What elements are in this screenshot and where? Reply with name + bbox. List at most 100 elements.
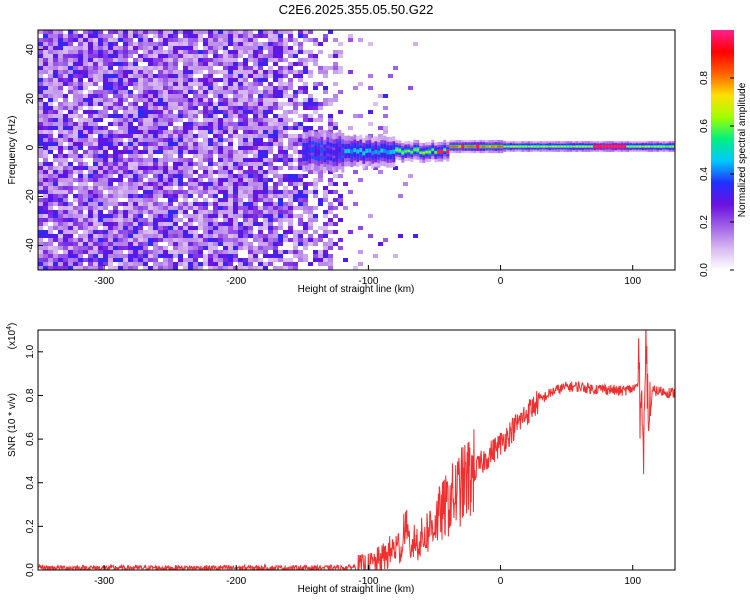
heatmap-cell — [193, 214, 198, 218]
heatmap-cell — [263, 150, 268, 154]
heatmap-cell — [203, 82, 208, 86]
heatmap-cell — [68, 266, 73, 270]
heatmap-cell — [278, 218, 283, 222]
heatmap-cell — [278, 66, 283, 70]
heatmap-cell — [253, 138, 258, 142]
heatmap-cell — [113, 198, 118, 202]
heatmap-cell — [183, 110, 188, 114]
heatmap-cell — [98, 46, 103, 50]
heatmap-cell — [38, 130, 43, 134]
signal-cell — [509, 145, 513, 148]
heatmap-cell — [43, 82, 48, 86]
heatmap-cell — [188, 190, 193, 194]
heatmap-cell — [163, 34, 168, 38]
heatmap-cell — [203, 74, 208, 78]
heatmap-cell — [43, 194, 48, 198]
heatmap-cell — [258, 70, 263, 74]
heatmap-cell — [143, 262, 148, 266]
heatmap-cell — [318, 82, 323, 86]
heatmap-cell — [263, 262, 268, 266]
heatmap-cell — [218, 238, 223, 242]
heatmap-cell — [53, 246, 58, 250]
heatmap-cell — [163, 194, 168, 198]
heatmap-cell — [43, 66, 48, 70]
heatmap-cell — [313, 254, 318, 258]
heatmap-cell — [263, 30, 268, 34]
heatmap-cell — [88, 174, 93, 178]
heatmap-cell — [123, 174, 128, 178]
heatmap-cell — [313, 118, 318, 122]
heatmap-cell — [243, 202, 248, 206]
heatmap-cell — [143, 246, 148, 250]
heatmap-cell — [213, 254, 218, 258]
heatmap-cell — [38, 182, 43, 186]
heatmap-cell — [93, 178, 98, 182]
heatmap-cell — [53, 78, 58, 82]
heatmap-cell — [168, 58, 173, 62]
heatmap-cell — [143, 170, 148, 174]
heatmap-cell — [103, 130, 108, 134]
heatmap-cell — [73, 102, 78, 106]
heatmap-cell — [118, 130, 123, 134]
heatmap-cell — [158, 78, 163, 82]
heatmap-cell — [238, 142, 243, 146]
signal-cell — [626, 145, 630, 148]
heatmap-cell — [233, 102, 238, 106]
heatmap-cell — [183, 114, 188, 118]
heatmap-cell — [128, 38, 133, 42]
heatmap-cell — [308, 210, 313, 214]
heatmap-cell — [298, 250, 303, 254]
heatmap-cell — [103, 66, 108, 70]
heatmap-cell — [128, 198, 133, 202]
heatmap-cell — [283, 154, 288, 158]
heatmap-cell — [93, 74, 98, 78]
heatmap-cell — [63, 222, 68, 226]
heatmap-cell — [43, 58, 48, 62]
heatmap-cell — [263, 54, 268, 58]
heatmap-cell — [188, 30, 193, 34]
heatmap-cell — [263, 238, 268, 242]
heatmap-cell — [208, 218, 213, 222]
heatmap-cell — [118, 50, 123, 54]
heatmap-cell — [173, 178, 178, 182]
heatmap-cell — [143, 166, 148, 170]
heatmap-cell — [213, 250, 218, 254]
heatmap-cell — [178, 42, 183, 46]
heatmap-cell — [98, 62, 103, 66]
heatmap-cell — [223, 50, 228, 54]
heatmap-cell — [168, 114, 173, 118]
heatmap-cell — [238, 210, 243, 214]
heatmap-cell — [178, 54, 183, 58]
heatmap-cell — [133, 62, 138, 66]
y-tick-label: 0.4 — [25, 475, 36, 489]
heatmap-cell — [258, 34, 263, 38]
heatmap-cell — [238, 230, 243, 234]
heatmap-cell — [258, 110, 263, 114]
heatmap-cell — [283, 238, 288, 242]
heatmap-cell — [143, 250, 148, 254]
heatmap-cell — [108, 170, 113, 174]
heatmap-cell — [263, 106, 268, 110]
heatmap-cell — [318, 262, 323, 266]
heatmap-cell — [213, 38, 218, 42]
heatmap-cell — [193, 182, 198, 186]
signal-cell — [308, 147, 312, 153]
heatmap-cell — [148, 234, 153, 238]
heatmap-cell — [113, 202, 118, 206]
heatmap-cell — [248, 66, 253, 70]
heatmap-cell — [228, 126, 233, 130]
heatmap-cell — [83, 74, 88, 78]
heatmap-cell — [228, 130, 233, 134]
heatmap-cell — [63, 238, 68, 242]
heatmap-cell — [178, 106, 183, 110]
heatmap-cell — [203, 78, 208, 82]
heatmap-cell — [118, 178, 123, 182]
heatmap-cell — [38, 102, 43, 106]
heatmap-cell — [243, 34, 248, 38]
heatmap-cell — [143, 202, 148, 206]
heatmap-cell — [198, 94, 203, 98]
heatmap-cell — [248, 182, 253, 186]
heatmap-cell — [253, 110, 258, 114]
heatmap-cell — [223, 150, 228, 154]
heatmap-cell — [358, 226, 363, 230]
